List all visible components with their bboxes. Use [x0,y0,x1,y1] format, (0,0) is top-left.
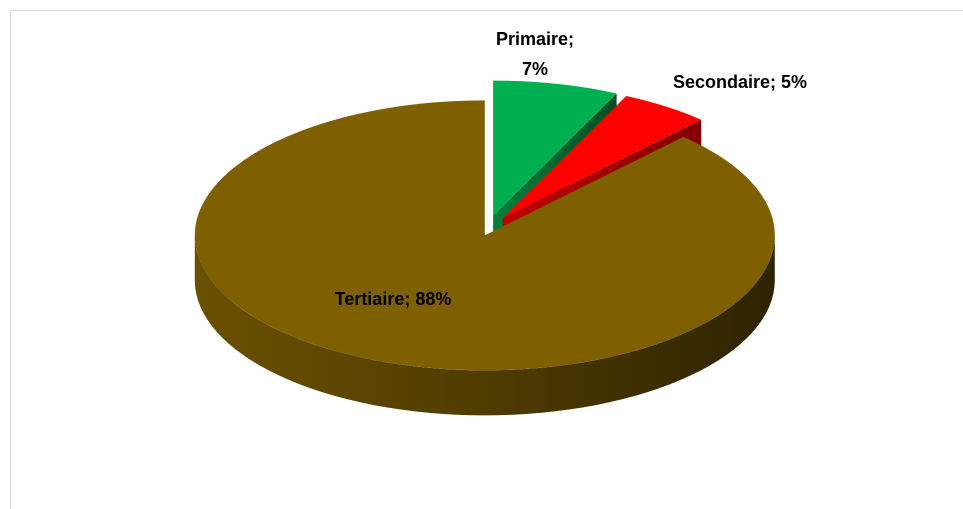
pie-tops [194,80,775,371]
pie-slice [502,95,702,219]
data-label: Secondaire; 5% [673,72,807,92]
data-label: Primaire; 7% [496,29,574,79]
pie-slice [194,100,775,371]
pie-slice [493,80,617,216]
data-label: Tertiaire; 88% [335,289,452,309]
label-line: 7% [522,59,548,79]
slice-side [194,235,775,416]
label-line: Primaire; [496,29,574,49]
data-labels: Primaire; 7% Secondaire; 5% Tertiaire; 88% [335,29,807,309]
